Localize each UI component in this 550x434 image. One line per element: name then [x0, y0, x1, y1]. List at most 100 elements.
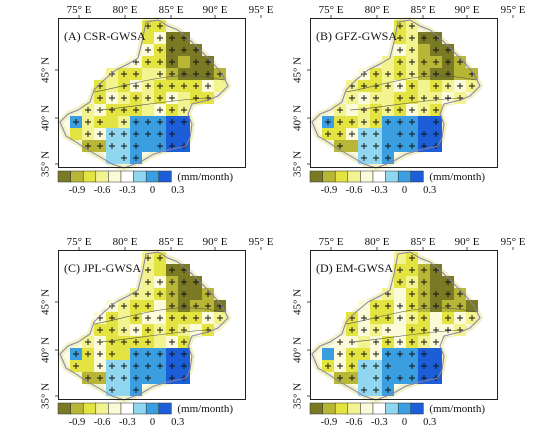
legend-swatch — [70, 170, 84, 183]
significance-plus — [421, 291, 427, 297]
significance-plus — [373, 155, 379, 161]
lon-tick-label: 75° E — [67, 4, 92, 16]
grid-cell — [106, 116, 118, 128]
lon-tick-label: 95° E — [501, 4, 526, 16]
significance-plus — [133, 315, 139, 321]
significance-plus — [373, 143, 379, 149]
legend-swatch — [372, 402, 386, 415]
significance-plus — [157, 23, 163, 29]
basin-line — [349, 97, 461, 111]
significance-plus — [361, 327, 367, 333]
grid-cell — [190, 324, 202, 336]
significance-plus — [145, 47, 151, 53]
significance-plus — [97, 351, 103, 357]
significance-plus — [181, 351, 187, 357]
significance-plus — [373, 387, 379, 393]
significance-plus — [133, 95, 139, 101]
significance-plus — [445, 327, 451, 333]
significance-plus — [409, 119, 415, 125]
lon-tick-label: 90° E — [203, 236, 228, 248]
significance-plus — [409, 47, 415, 53]
significance-plus — [145, 279, 151, 285]
significance-plus — [133, 351, 139, 357]
significance-plus — [169, 303, 175, 309]
significance-plus — [409, 143, 415, 149]
significance-plus — [157, 107, 163, 113]
lon-tick-label: 85° E — [159, 4, 184, 16]
lat-tick-label: 35° N — [40, 151, 52, 177]
significance-plus — [193, 83, 199, 89]
significance-plus — [421, 267, 427, 273]
significance-plus — [385, 71, 391, 77]
grid-cell — [178, 56, 190, 68]
significance-plus — [109, 339, 115, 345]
significance-plus — [205, 303, 211, 309]
grid-cell — [118, 312, 130, 324]
legend-tick-label: 0.3 — [171, 417, 184, 428]
significance-plus — [169, 315, 175, 321]
significance-plus — [205, 71, 211, 77]
grid-cell — [142, 32, 154, 44]
significance-plus — [361, 107, 367, 113]
region-outline — [311, 251, 481, 401]
significance-plus — [169, 107, 175, 113]
lon-tick-label: 75° E — [319, 236, 344, 248]
significance-plus — [409, 131, 415, 137]
basin-line — [97, 329, 209, 343]
significance-plus — [157, 363, 163, 369]
legend-swatch — [385, 170, 399, 183]
significance-plus — [133, 59, 139, 65]
legend-swatch — [397, 170, 412, 183]
significance-plus — [409, 23, 415, 29]
significance-plus — [361, 131, 367, 137]
significance-plus — [421, 143, 427, 149]
significance-plus — [397, 107, 403, 113]
significance-plus — [157, 291, 163, 297]
lon-tick-label: 95° E — [249, 236, 274, 248]
grid-cell — [142, 104, 154, 116]
significance-plus — [97, 363, 103, 369]
grid-cell — [346, 140, 358, 152]
significance-plus — [109, 71, 115, 77]
significance-plus — [445, 59, 451, 65]
significance-plus — [133, 71, 139, 77]
significance-plus — [169, 83, 175, 89]
significance-plus — [181, 291, 187, 297]
significance-plus — [133, 131, 139, 137]
significance-plus — [133, 387, 139, 393]
significance-plus — [133, 291, 139, 297]
significance-plus — [133, 363, 139, 369]
significance-plus — [121, 71, 127, 77]
significance-plus — [397, 35, 403, 41]
significance-plus — [433, 47, 439, 53]
significance-plus — [385, 291, 391, 297]
significance-plus — [205, 315, 211, 321]
significance-plus — [385, 375, 391, 381]
significance-plus — [457, 291, 463, 297]
significance-plus — [397, 119, 403, 125]
significance-plus — [85, 119, 91, 125]
lon-tick-label: 95° E — [501, 236, 526, 248]
significance-plus — [145, 95, 151, 101]
legend-tick-label: -0.6 — [94, 417, 111, 428]
grid-cell — [154, 336, 166, 348]
legend-swatch — [120, 402, 134, 415]
significance-plus — [433, 107, 439, 113]
significance-plus — [385, 327, 391, 333]
significance-plus — [97, 143, 103, 149]
significance-plus — [421, 363, 427, 369]
lat-tick-label: 40° N — [292, 105, 304, 131]
significance-plus — [121, 327, 127, 333]
significance-plus — [421, 35, 427, 41]
region-outline — [59, 251, 229, 401]
significance-plus — [145, 351, 151, 357]
significance-plus — [193, 95, 199, 101]
significance-plus — [169, 119, 175, 125]
significance-plus — [361, 363, 367, 369]
legend-swatch — [133, 402, 147, 415]
legend-tick-label: -0.6 — [94, 185, 111, 196]
significance-plus — [409, 267, 415, 273]
significance-plus — [349, 327, 355, 333]
grid-cell — [394, 360, 406, 372]
